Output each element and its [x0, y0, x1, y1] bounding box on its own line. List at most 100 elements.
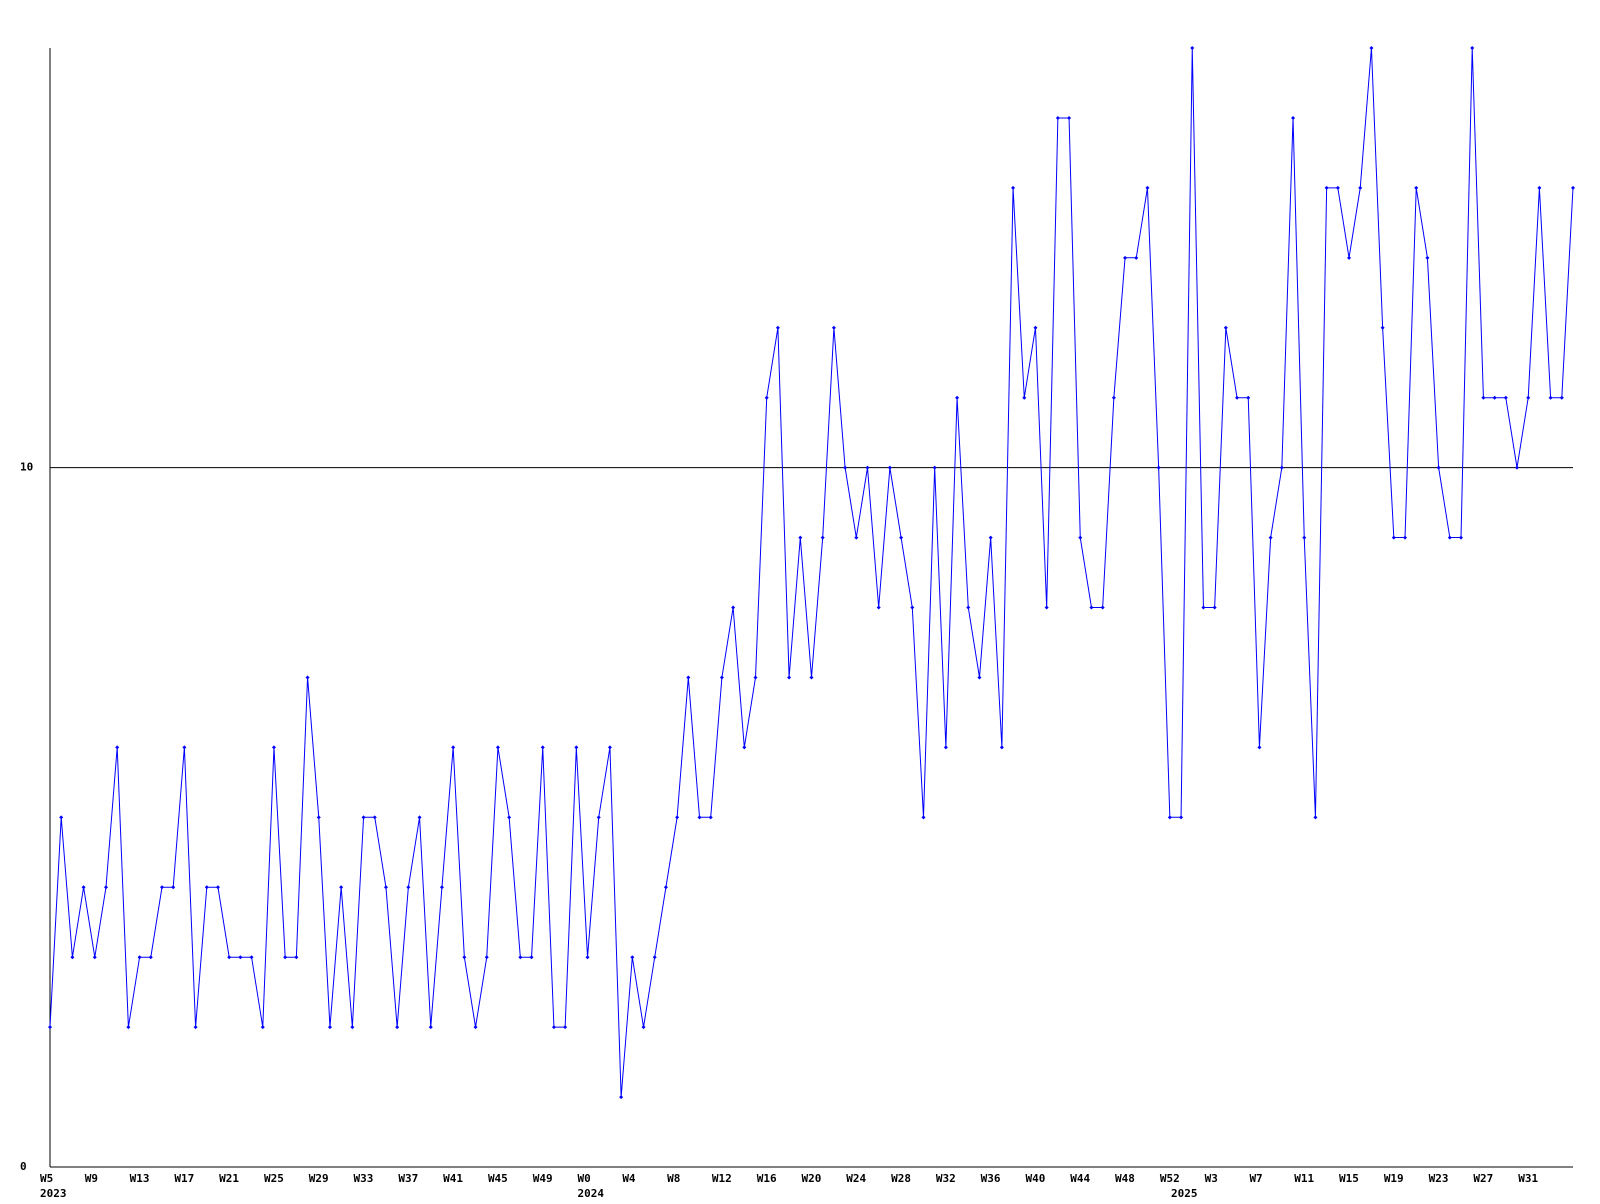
- x-tick-label: W48: [1115, 1172, 1135, 1185]
- data-point: [540, 745, 545, 750]
- data-point: [462, 955, 467, 960]
- data-point: [585, 955, 590, 960]
- data-point: [1425, 255, 1430, 260]
- data-point: [686, 675, 691, 680]
- data-point: [1447, 535, 1452, 540]
- data-point: [1537, 185, 1542, 190]
- data-point: [1134, 255, 1139, 260]
- data-point: [227, 955, 232, 960]
- data-point: [719, 675, 724, 680]
- data-line: [49, 47, 1574, 1098]
- data-point: [1414, 185, 1419, 190]
- data-point: [1369, 46, 1374, 50]
- data-point: [339, 885, 344, 890]
- data-point: [831, 325, 836, 330]
- x-tick-label: W41: [443, 1172, 463, 1185]
- data-point: [327, 1025, 332, 1030]
- data-point: [753, 675, 758, 680]
- data-point: [1548, 395, 1553, 400]
- data-point: [1033, 325, 1038, 330]
- data-point: [1503, 395, 1508, 400]
- data-point: [876, 605, 881, 610]
- x-tick-label: W8: [667, 1172, 680, 1185]
- data-point: [652, 955, 657, 960]
- data-point: [563, 1025, 568, 1030]
- data-point: [249, 955, 254, 960]
- data-point: [641, 1025, 646, 1030]
- data-point: [1268, 535, 1273, 540]
- x-tick-label: W12: [712, 1172, 732, 1185]
- x-tick-label: W32: [936, 1172, 956, 1185]
- data-point: [775, 325, 780, 330]
- data-point: [843, 465, 848, 470]
- data-point: [283, 955, 288, 960]
- data-point: [1123, 255, 1128, 260]
- x-tick-label: W45: [488, 1172, 508, 1185]
- data-point: [921, 815, 926, 820]
- data-point: [406, 885, 411, 890]
- data-point: [663, 885, 668, 890]
- data-point: [1526, 395, 1531, 400]
- data-point: [551, 1025, 556, 1030]
- x-tick-label: W15: [1339, 1172, 1359, 1185]
- data-point: [910, 605, 915, 610]
- x-tick-label: W0: [578, 1172, 591, 1185]
- x-tick-label: W16: [757, 1172, 777, 1185]
- data-point: [731, 605, 736, 610]
- data-point: [238, 955, 243, 960]
- data-point: [619, 1095, 624, 1100]
- data-point: [1089, 605, 1094, 610]
- data-point: [383, 885, 388, 890]
- x-tick-label: W31: [1518, 1172, 1538, 1185]
- data-point: [92, 955, 97, 960]
- data-point: [70, 955, 75, 960]
- data-point: [1246, 395, 1251, 400]
- data-point: [159, 885, 164, 890]
- data-point: [1111, 395, 1116, 400]
- data-point: [1022, 395, 1027, 400]
- data-point: [1559, 395, 1564, 400]
- data-point: [428, 1025, 433, 1030]
- data-point: [518, 955, 523, 960]
- x-tick-label: W49: [533, 1172, 553, 1185]
- data-point: [742, 745, 747, 750]
- data-point: [1403, 535, 1408, 540]
- data-point: [260, 1025, 265, 1030]
- data-point: [1302, 535, 1307, 540]
- data-point: [697, 815, 702, 820]
- data-point: [1436, 465, 1441, 470]
- data-point: [148, 955, 153, 960]
- data-point: [417, 815, 422, 820]
- data-point: [372, 815, 377, 820]
- y-tick-label: 0: [20, 1160, 27, 1173]
- data-point: [1391, 535, 1396, 540]
- data-point: [305, 675, 310, 680]
- x-tick-label: W23: [1429, 1172, 1449, 1185]
- data-point: [439, 885, 444, 890]
- data-point: [137, 955, 142, 960]
- x-year-label: 2024: [578, 1187, 605, 1200]
- data-point: [484, 955, 489, 960]
- data-point: [977, 675, 982, 680]
- data-point: [1156, 465, 1161, 470]
- data-point: [59, 815, 64, 820]
- data-point: [473, 1025, 478, 1030]
- x-tick-label: W28: [891, 1172, 911, 1185]
- data-point: [103, 885, 108, 890]
- data-point: [171, 885, 176, 890]
- data-point: [1459, 535, 1464, 540]
- data-point: [809, 675, 814, 680]
- data-point: [1179, 815, 1184, 820]
- data-point: [1067, 115, 1072, 120]
- data-point: [1145, 185, 1150, 190]
- data-point: [1515, 465, 1520, 470]
- x-tick-label: W17: [174, 1172, 194, 1185]
- data-point: [294, 955, 299, 960]
- data-point: [271, 745, 276, 750]
- x-tick-label: W24: [846, 1172, 866, 1185]
- x-tick-label: W40: [1025, 1172, 1045, 1185]
- y-tick-label: 10: [20, 461, 33, 474]
- x-tick-label: W29: [309, 1172, 329, 1185]
- data-point: [316, 815, 321, 820]
- data-point: [1212, 605, 1217, 610]
